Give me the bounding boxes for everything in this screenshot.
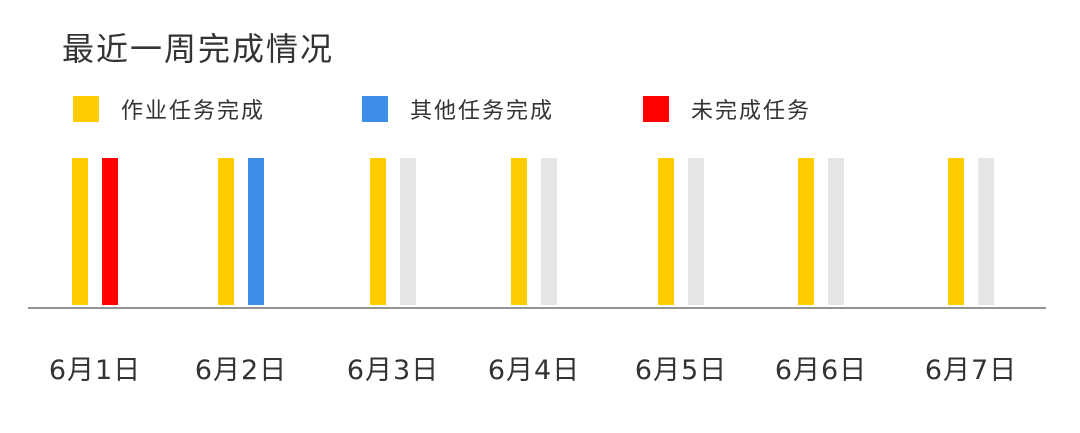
legend-swatch-unfinished [643, 96, 669, 122]
bars-layer [72, 158, 994, 305]
bar-3-right [400, 158, 416, 305]
bar-5-left [658, 158, 674, 305]
bar-2-right [248, 158, 264, 305]
legend-swatch-homework [73, 96, 99, 122]
bar-2-left [218, 158, 234, 305]
legend-swatch-other [362, 96, 388, 122]
x-tick-label-3: 6月3日 [347, 355, 439, 386]
x-tick-label-2: 6月2日 [195, 355, 287, 386]
legend-item-other: 其他任务完成 [362, 94, 554, 124]
x-tick-labels: 6月1日 6月2日 6月3日 6月4日 6月5日 6月6日 6月7日 [49, 355, 1017, 386]
legend-label-other: 其他任务完成 [410, 99, 555, 124]
legend-item-homework: 作业任务完成 [73, 94, 265, 124]
x-tick-label-7: 6月7日 [925, 355, 1017, 386]
bar-5-right [688, 158, 704, 305]
bar-1-left [72, 158, 88, 305]
bar-6-right [828, 158, 844, 305]
bar-7-left [948, 158, 964, 305]
x-tick-label-5: 6月5日 [635, 355, 727, 386]
x-tick-label-1: 6月1日 [49, 355, 141, 386]
bar-4-right [541, 158, 557, 305]
legend-item-unfinished: 未完成任务 [643, 94, 811, 124]
bar-4-left [511, 158, 527, 305]
bar-6-left [798, 158, 814, 305]
legend-label-homework: 作业任务完成 [121, 99, 266, 124]
legend-label-unfinished: 未完成任务 [691, 99, 812, 124]
x-tick-label-6: 6月6日 [775, 355, 867, 386]
bar-3-left [370, 158, 386, 305]
bar-7-right [978, 158, 994, 305]
bar-1-right [102, 158, 118, 305]
chart-title: 最近一周完成情况 [62, 30, 335, 68]
x-tick-label-4: 6月4日 [488, 355, 580, 386]
